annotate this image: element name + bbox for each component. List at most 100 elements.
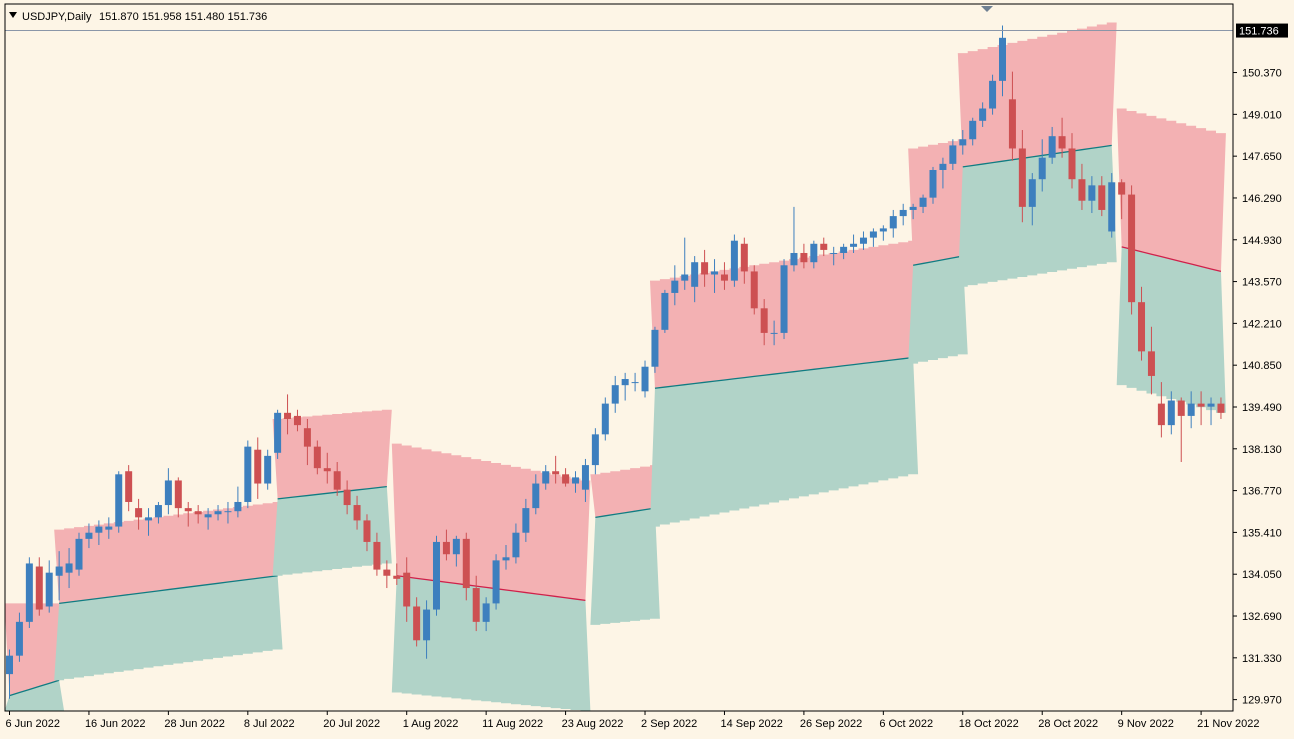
candle-body-94 <box>939 163 947 170</box>
x-tick-label-7: 23 Aug 2022 <box>562 718 624 730</box>
upper-band-8 <box>1116 108 1226 272</box>
candle-body-75 <box>750 271 758 309</box>
candle-body-11 <box>115 474 123 527</box>
candle-body-71 <box>711 271 719 275</box>
candle-body-17 <box>174 480 182 509</box>
candle-body-79 <box>790 252 798 266</box>
candle-body-32 <box>323 468 331 472</box>
candle-body-93 <box>929 169 937 198</box>
candle-body-14 <box>145 517 153 521</box>
candle-body-100 <box>999 37 1006 81</box>
candle-body-67 <box>671 280 679 293</box>
y-tick-label-7: 139.490 <box>1242 402 1282 414</box>
candle-body-10 <box>105 526 113 530</box>
candle-body-43 <box>432 541 440 610</box>
current-price-box <box>1236 23 1288 38</box>
candle-body-54 <box>542 471 550 484</box>
candle-body-48 <box>482 603 490 622</box>
candle-body-44 <box>442 541 450 555</box>
mid-line-7 <box>962 144 1112 168</box>
mid-line-5 <box>654 356 914 389</box>
candle-body-76 <box>760 308 768 333</box>
candle-body-0 <box>6 655 13 675</box>
y-tick-label-8: 140.850 <box>1242 360 1282 372</box>
candle-body-1 <box>15 621 23 656</box>
candle-body-63 <box>631 382 639 384</box>
candle-body-60 <box>601 403 609 435</box>
x-tick-label-8: 2 Sep 2022 <box>641 718 697 730</box>
candle-body-7 <box>75 538 83 570</box>
symbol-menu-icon[interactable] <box>9 12 17 18</box>
x-tick-label-1: 16 Jun 2022 <box>85 718 146 730</box>
candle-body-89 <box>889 216 897 229</box>
y-tick-label-12: 146.290 <box>1242 193 1282 205</box>
candle-body-24 <box>244 446 252 502</box>
candle-body-113 <box>1128 194 1136 303</box>
candle-body-115 <box>1147 351 1155 376</box>
lower-band-0 <box>4 680 65 711</box>
chart-shift-marker-icon[interactable] <box>981 6 993 12</box>
candle-body-19 <box>194 511 202 515</box>
mid-line-0 <box>9 679 60 697</box>
candle-body-29 <box>293 415 301 426</box>
candle-body-77 <box>770 332 778 334</box>
candle-body-74 <box>740 243 748 272</box>
candle-body-87 <box>869 231 877 238</box>
mid-line-1 <box>59 575 278 605</box>
candle-body-80 <box>800 252 808 263</box>
ohlc-values: 151.870 151.958 151.480 151.736 <box>99 11 267 23</box>
candle-body-108 <box>1078 179 1086 201</box>
candle-body-121 <box>1207 403 1215 407</box>
candle-body-8 <box>85 532 93 539</box>
candle-body-66 <box>661 292 669 330</box>
y-tick-label-3: 134.050 <box>1242 569 1282 581</box>
candle-body-57 <box>572 477 580 484</box>
candle-body-119 <box>1187 403 1195 416</box>
candle-body-51 <box>512 532 520 558</box>
candle-body-22 <box>224 511 232 513</box>
candles <box>6 25 1225 699</box>
mid-line-8 <box>1121 246 1222 273</box>
candle-body-102 <box>1018 148 1026 207</box>
candle-body-5 <box>55 566 63 576</box>
lower-band-8 <box>1116 246 1226 413</box>
x-tick-label-13: 28 Oct 2022 <box>1038 718 1098 730</box>
candle-body-39 <box>393 575 401 579</box>
candle-body-83 <box>830 252 838 254</box>
candle-body-96 <box>959 139 967 146</box>
candle-body-97 <box>969 120 977 140</box>
candle-body-28 <box>284 412 292 419</box>
lower-band-4 <box>590 508 660 625</box>
chart-header: USDJPY,Daily 151.870 151.958 151.480 151… <box>9 11 267 23</box>
candle-body-111 <box>1108 182 1116 232</box>
candle-body-90 <box>899 209 907 217</box>
candle-body-41 <box>413 606 421 641</box>
lower-band-2 <box>272 486 392 576</box>
candle-body-23 <box>234 501 242 512</box>
candle-body-92 <box>919 197 927 207</box>
y-tick-label-6: 138.130 <box>1242 444 1282 456</box>
candle-body-12 <box>125 471 133 502</box>
candle-body-59 <box>591 434 599 466</box>
x-tick-label-15: 21 Nov 2022 <box>1197 718 1259 730</box>
lower-band-3 <box>391 575 591 711</box>
y-tick-label-11: 144.930 <box>1242 235 1282 247</box>
y-tick-label-4: 135.410 <box>1242 527 1282 539</box>
candle-body-45 <box>452 538 460 555</box>
x-tick-label-11: 6 Oct 2022 <box>879 718 933 730</box>
candle-body-38 <box>383 569 391 576</box>
y-tick-label-13: 147.650 <box>1242 151 1282 163</box>
candle-body-34 <box>343 489 351 506</box>
candle-body-50 <box>502 557 510 561</box>
y-tick-label-15: 150.370 <box>1242 68 1282 80</box>
y-tick-label-9: 142.210 <box>1242 318 1282 330</box>
candle-body-42 <box>423 609 431 641</box>
candle-body-84 <box>840 246 848 253</box>
upper-band-4 <box>590 465 660 518</box>
candle-body-117 <box>1167 400 1175 426</box>
candle-body-21 <box>214 511 222 515</box>
candle-body-114 <box>1138 302 1146 352</box>
mid-line-6 <box>913 255 963 266</box>
